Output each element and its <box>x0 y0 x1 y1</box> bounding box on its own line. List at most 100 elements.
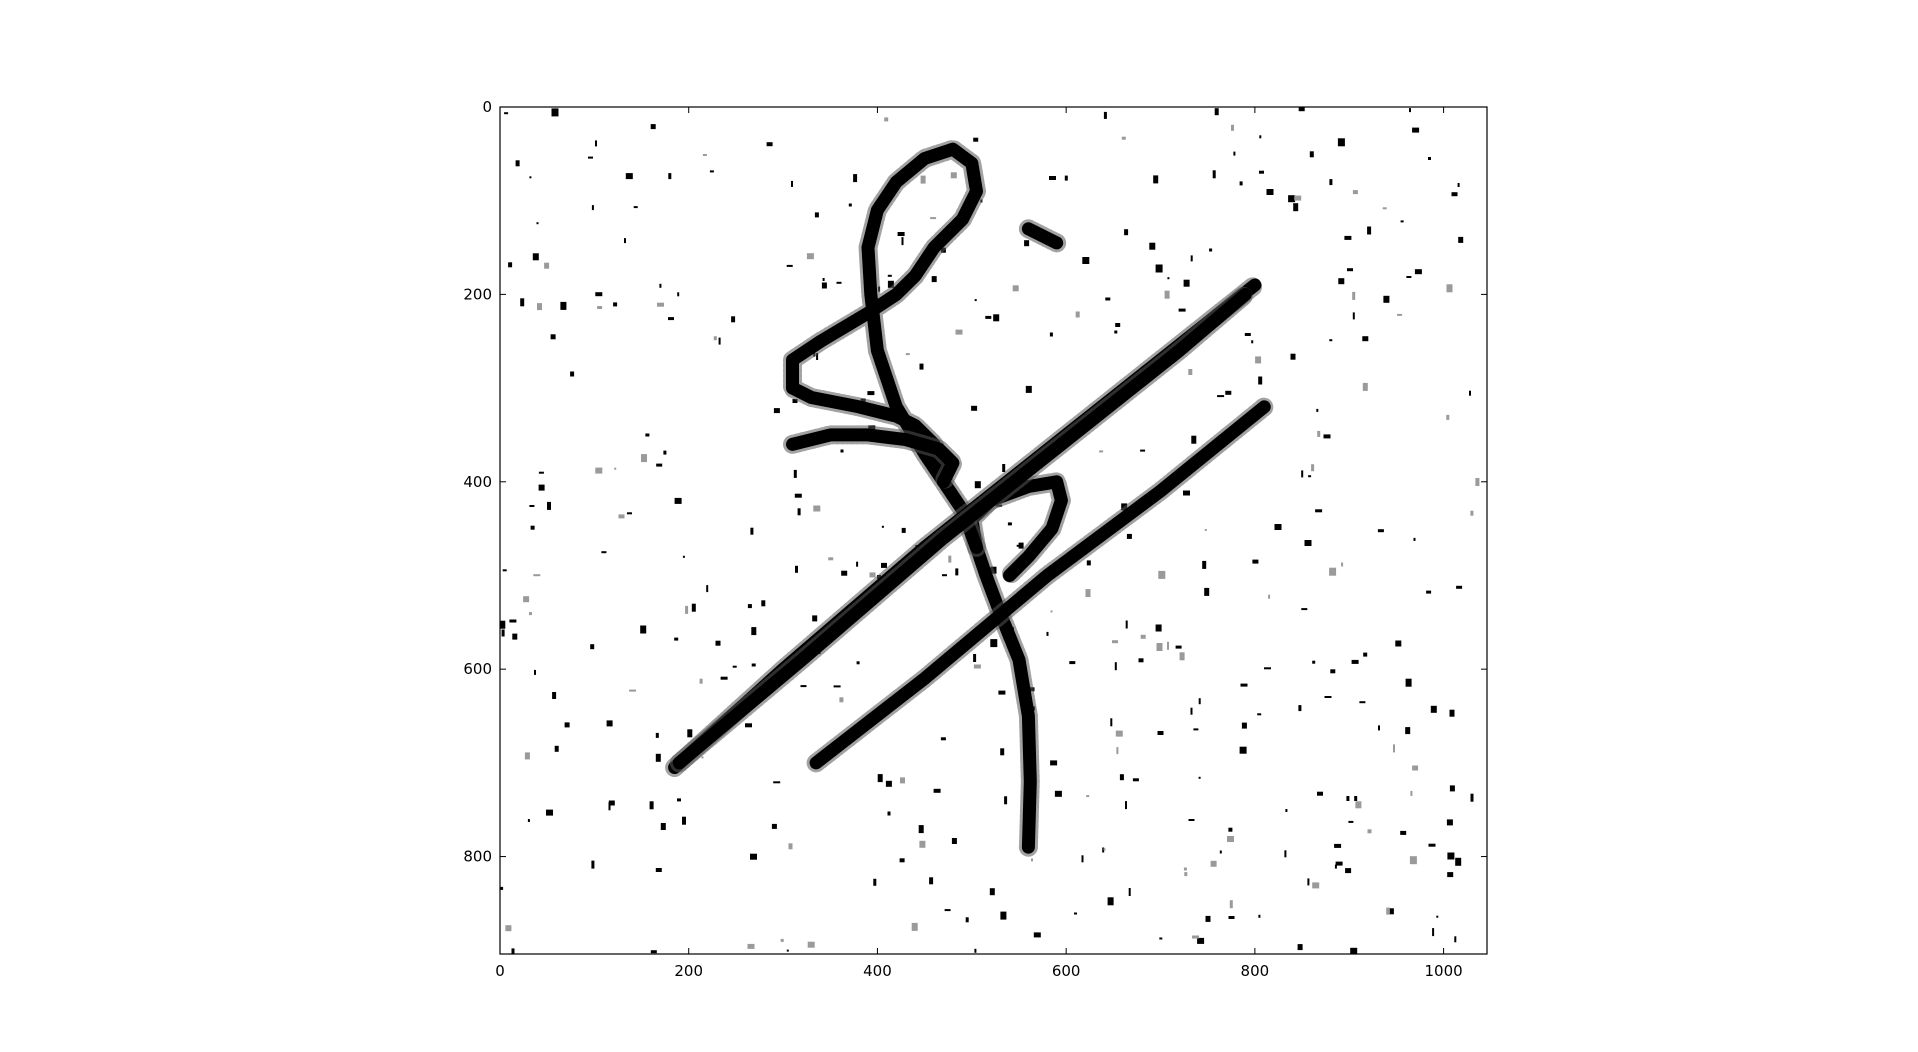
noise-speck <box>655 732 659 738</box>
noise-speck <box>544 262 550 269</box>
noise-speck <box>985 315 992 319</box>
noise-speck <box>1157 731 1164 735</box>
noise-speck <box>618 514 625 519</box>
noise-speck <box>788 843 793 850</box>
noise-speck <box>1330 669 1336 674</box>
noise-speck <box>1112 640 1118 644</box>
noise-speck <box>1359 701 1366 704</box>
noise-speck <box>1449 785 1455 792</box>
noise-speck <box>1124 229 1129 236</box>
noise-speck <box>641 454 647 463</box>
noise-speck <box>512 633 518 640</box>
y-tick-label: 200 <box>463 285 492 303</box>
noise-speck <box>1086 560 1091 566</box>
noise-speck <box>1128 888 1131 896</box>
noise-speck <box>1329 567 1337 576</box>
noise-speck <box>793 469 797 478</box>
noise-speck <box>773 408 780 414</box>
noise-speck <box>1198 776 1201 779</box>
noise-speck <box>1362 382 1368 391</box>
noise-speck <box>1413 537 1416 541</box>
noise-speck <box>1412 127 1420 133</box>
noise-speck <box>931 276 937 283</box>
noise-speck <box>1382 207 1387 210</box>
noise-speck <box>1212 170 1216 179</box>
noise-speck <box>841 570 848 576</box>
noise-speck <box>1012 285 1019 292</box>
noise-speck <box>1114 330 1118 334</box>
noise-speck <box>570 371 575 377</box>
noise-speck <box>1225 390 1232 395</box>
noise-speck <box>657 302 664 307</box>
noise-speck <box>1085 589 1091 598</box>
noise-speck <box>1274 524 1282 530</box>
upper-loop <box>786 142 983 554</box>
noise-speck <box>833 685 841 688</box>
noise-speck <box>973 664 981 669</box>
noise-speck <box>1132 778 1139 782</box>
noise-speck <box>1259 135 1262 139</box>
noise-speck <box>750 527 754 535</box>
noise-speck <box>1309 151 1314 158</box>
noise-speck <box>1367 829 1372 834</box>
noise-speck <box>1363 652 1368 657</box>
noise-speck <box>800 685 807 688</box>
noise-speck <box>715 640 721 646</box>
noise-speck <box>1228 916 1235 919</box>
noise-speck <box>1344 235 1352 240</box>
noise-speck <box>974 481 981 489</box>
noise-speck <box>899 858 905 863</box>
noise-speck <box>918 825 924 834</box>
noise-speck <box>1074 912 1077 915</box>
noise-speck <box>791 180 793 187</box>
noise-speck <box>633 206 638 209</box>
noise-speck <box>1405 678 1412 687</box>
noise-speck <box>1119 774 1124 781</box>
noise-speck <box>1049 332 1053 337</box>
noise-speck <box>613 302 618 307</box>
noise-speck <box>1414 269 1422 275</box>
noise-speck <box>750 853 757 860</box>
noise-speck <box>993 314 1000 322</box>
noise-speck <box>504 112 509 115</box>
noise-speck <box>677 292 680 297</box>
noise-speck <box>588 156 593 159</box>
noise-speck <box>1410 790 1413 796</box>
noise-speck <box>649 801 654 810</box>
noise-speck <box>536 222 539 225</box>
noise-speck <box>1125 620 1128 629</box>
noise-speck <box>511 948 515 954</box>
noise-speck <box>529 176 532 179</box>
noise-speck <box>1214 108 1219 116</box>
noise-speck <box>797 508 801 516</box>
noise-speck <box>674 637 679 641</box>
noise-speck <box>501 629 505 637</box>
noise-speck <box>1334 864 1337 869</box>
noise-speck <box>500 620 506 629</box>
noise-speck <box>527 819 530 822</box>
noise-speck <box>766 142 773 147</box>
x-tick-label: 0 <box>495 962 505 980</box>
noise-speck <box>1209 248 1213 252</box>
noise-speck <box>1352 291 1356 300</box>
noise-speck <box>1400 830 1407 835</box>
noise-speck <box>1007 522 1012 526</box>
noise-speck <box>591 205 594 211</box>
x-tick-label: 600 <box>1052 962 1081 980</box>
dash-mark <box>1021 222 1064 250</box>
noise-speck <box>529 505 535 507</box>
noise-speck <box>533 574 541 577</box>
noise-speck <box>1298 705 1302 712</box>
noise-speck <box>1140 449 1146 452</box>
noise-speck <box>1284 850 1287 858</box>
noise-speck <box>905 353 910 356</box>
noise-speck <box>505 925 512 932</box>
noise-speck <box>1125 801 1127 810</box>
noise-speck <box>1334 843 1342 848</box>
noise-speck <box>1348 820 1354 823</box>
noise-speck <box>1193 728 1199 731</box>
noise-speck <box>901 237 904 246</box>
y-tick-label: 400 <box>463 473 492 491</box>
noise-speck <box>691 603 696 612</box>
